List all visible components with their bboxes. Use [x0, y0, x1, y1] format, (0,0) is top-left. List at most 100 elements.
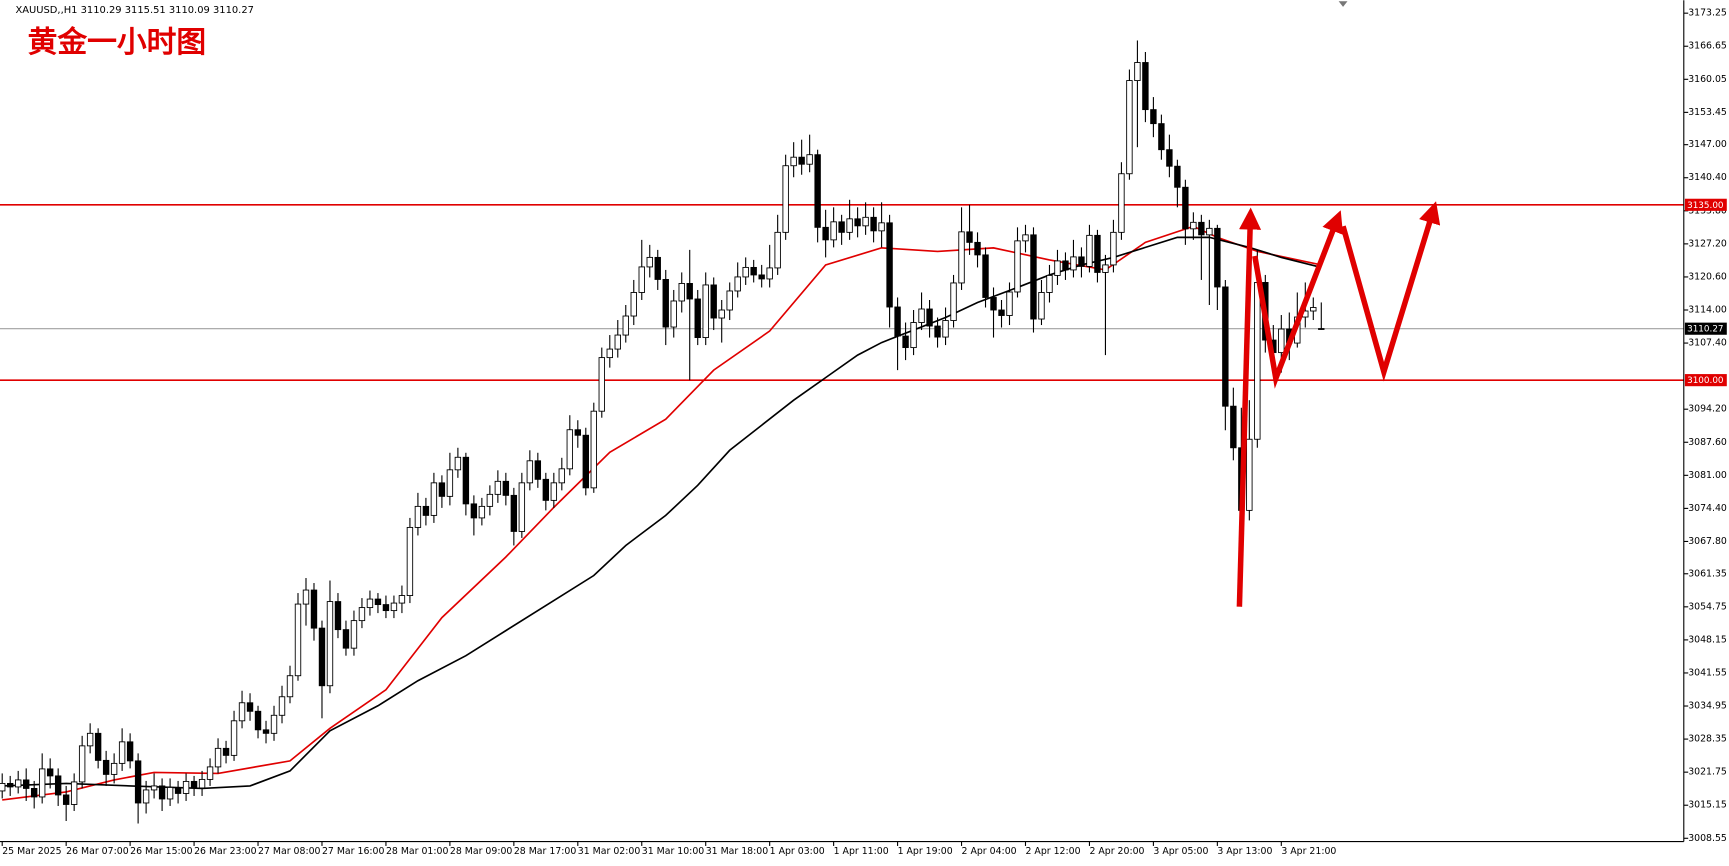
candle-body: [750, 266, 757, 276]
y-tick-label: 3153.45: [1688, 107, 1727, 118]
candle-body: [158, 785, 166, 800]
candle-body: [702, 284, 709, 338]
candle-body: [206, 766, 214, 780]
candle-body: [1158, 123, 1165, 151]
shift-marker: [1338, 1, 1348, 7]
candle-body: [974, 241, 981, 256]
x-tick-label: 31 Mar 18:00: [706, 846, 769, 857]
candle-body: [710, 284, 717, 319]
forecast-arrow: [1340, 201, 1441, 382]
candle-body: [678, 283, 685, 302]
candle-body: [390, 602, 398, 612]
y-tick-label: 3160.05: [1688, 74, 1727, 85]
candle-body: [302, 589, 310, 605]
candle-body: [1310, 307, 1317, 312]
candle-body: [622, 315, 629, 336]
candle-body: [806, 154, 813, 165]
candle-body: [494, 480, 502, 495]
candle-body: [598, 357, 605, 412]
level-label-box: [1684, 374, 1727, 387]
y-tick-label: 3127.20: [1688, 238, 1727, 249]
candle-body: [1046, 274, 1053, 293]
moving-average-line: [2, 236, 1322, 790]
candle-body: [334, 601, 342, 631]
candle-body: [534, 460, 542, 480]
candle-body: [1030, 234, 1037, 320]
candle-body: [174, 786, 182, 794]
forecast-arrows: [1236, 201, 1441, 607]
y-tick-label: 3147.00: [1688, 139, 1727, 150]
x-tick-label: 1 Apr 11:00: [834, 846, 889, 857]
level-label: 3100.00: [1687, 376, 1724, 386]
y-tick-label: 3166.65: [1688, 41, 1727, 52]
candle-body: [230, 720, 238, 756]
candle-body: [1318, 328, 1325, 330]
candles: [0, 40, 1325, 824]
candle-body: [1022, 234, 1029, 242]
candle-body: [846, 218, 853, 233]
candle-body: [1206, 227, 1213, 236]
candle-body: [526, 460, 534, 484]
y-tick-label: 3015.15: [1688, 800, 1727, 811]
candle-body: [366, 598, 374, 609]
y-tick-label: 3081.00: [1688, 470, 1727, 481]
candle-body: [62, 794, 70, 805]
candle-body: [854, 218, 861, 227]
y-tick-label: 3140.40: [1688, 172, 1727, 183]
candle-body: [270, 714, 278, 734]
price-label: 3110.27: [1687, 325, 1723, 335]
candle-body: [766, 267, 773, 280]
candle-body: [758, 274, 765, 280]
candle-body: [126, 741, 134, 762]
y-tick-label: 3094.20: [1688, 404, 1727, 415]
chart-title: XAUUSD,,H1 3110.29 3115.51 3110.09 3110.…: [15, 5, 254, 16]
candle-body: [942, 320, 949, 338]
candle-body: [182, 780, 190, 794]
candle-body: [1254, 282, 1261, 440]
candle-body: [694, 298, 701, 338]
candle-body: [118, 741, 126, 764]
candle-body: [7, 782, 14, 788]
candle-body: [998, 309, 1005, 316]
candle-body: [422, 505, 430, 516]
x-tick-label: 26 Mar 07:00: [66, 846, 129, 857]
axes: 3173.25 3166.65 3160.05 3153.45 3147.00 3140.…: [1, 8, 1727, 857]
candle-body: [350, 620, 358, 649]
candle-body: [510, 494, 518, 532]
candle-body: [478, 505, 486, 519]
candle-body: [342, 629, 350, 649]
x-tick-label: 28 Mar 09:00: [450, 846, 513, 857]
candle-body: [294, 603, 302, 677]
candle-body: [110, 762, 118, 775]
candle-body: [14, 779, 22, 788]
candle-body: [870, 216, 877, 232]
y-tick-label: 3173.25: [1688, 8, 1727, 19]
candle-body: [630, 292, 637, 317]
candle-body: [1174, 165, 1181, 188]
candle-body: [654, 256, 661, 280]
x-tick-label: 28 Mar 17:00: [514, 846, 577, 857]
x-tick-label: 31 Mar 10:00: [642, 846, 705, 857]
candle-body: [38, 768, 46, 798]
candle-body: [1086, 234, 1093, 267]
candle-body: [782, 165, 789, 233]
candle-body: [614, 334, 621, 350]
candle-body: [150, 785, 158, 791]
candle-body: [518, 482, 526, 532]
x-tick-label: 26 Mar 23:00: [194, 846, 257, 857]
candle-body: [990, 297, 997, 311]
candle-body: [926, 308, 933, 327]
candle-body: [558, 468, 566, 484]
candle-body: [550, 482, 558, 501]
x-tick-label: 2 Apr 12:00: [1025, 846, 1080, 857]
candle-body: [398, 595, 406, 604]
candle-body: [902, 335, 909, 349]
x-tick-label: 2 Apr 20:00: [1089, 846, 1144, 857]
candle-body: [286, 675, 294, 698]
candle-body: [822, 226, 829, 241]
candle-body: [910, 322, 917, 349]
moving-average-line: [2, 225, 1322, 801]
candle-body: [198, 778, 206, 789]
